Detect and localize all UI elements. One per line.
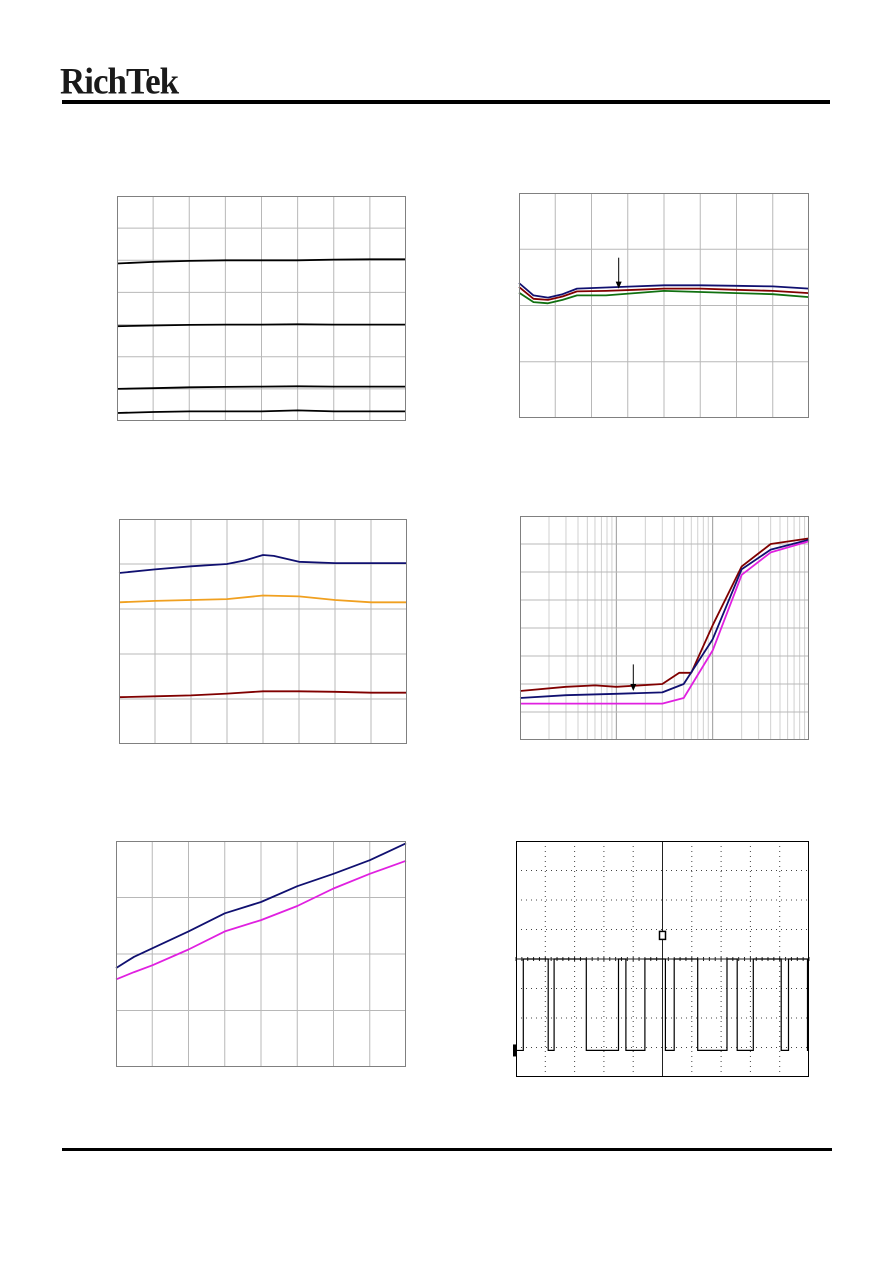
- series-line-2: [115, 859, 407, 981]
- header-rule: [62, 100, 830, 104]
- series-line-3: [118, 690, 407, 699]
- series-line-2: [118, 594, 407, 604]
- chart-1-svg: [116, 196, 406, 421]
- series-line-1: [519, 537, 810, 692]
- chart-2-svg: [518, 193, 810, 418]
- chart-panel-5: [115, 841, 407, 1067]
- grid: [520, 516, 809, 740]
- chart-frame: [519, 193, 809, 418]
- chart-3-svg: [118, 519, 407, 744]
- series-line-2: [519, 538, 810, 699]
- scope-svg: [513, 841, 810, 1077]
- scope-panel: [513, 841, 810, 1077]
- chart-4-svg: [519, 516, 810, 740]
- series-line-3: [518, 290, 810, 305]
- grid: [119, 519, 407, 744]
- chart-frame: [116, 841, 406, 1067]
- series-line-1: [116, 258, 406, 265]
- chart-frame: [117, 196, 406, 421]
- grid: [116, 841, 406, 1067]
- series-line-1: [118, 554, 407, 574]
- annotation-arrow-head: [630, 684, 637, 691]
- chart-frame: [520, 516, 809, 740]
- ground-marker: [513, 1044, 517, 1057]
- logo-text: RichTek: [60, 61, 179, 102]
- chart-panel-4: [519, 516, 810, 740]
- richtek-logo: RichTek: [60, 61, 190, 102]
- series-line-3: [520, 540, 810, 705]
- chart-panel-3: [118, 519, 407, 744]
- series-line-3: [116, 385, 406, 390]
- trigger-marker: [658, 930, 667, 941]
- annotation-arrow-head: [615, 281, 622, 289]
- series-line-2: [518, 286, 810, 301]
- series-line-2: [116, 323, 406, 328]
- scope-trace: [515, 958, 810, 1052]
- series-line-1: [115, 842, 407, 969]
- chart-panel-2: [518, 193, 810, 418]
- chart-5-svg: [115, 841, 407, 1067]
- chart-frame: [119, 519, 407, 744]
- series-line-4: [116, 409, 406, 414]
- chart-frame: [516, 841, 809, 1077]
- chart-panel-1: [116, 196, 406, 421]
- grid: [519, 193, 809, 418]
- series-line-1: [518, 282, 810, 299]
- footer-rule: [62, 1148, 832, 1151]
